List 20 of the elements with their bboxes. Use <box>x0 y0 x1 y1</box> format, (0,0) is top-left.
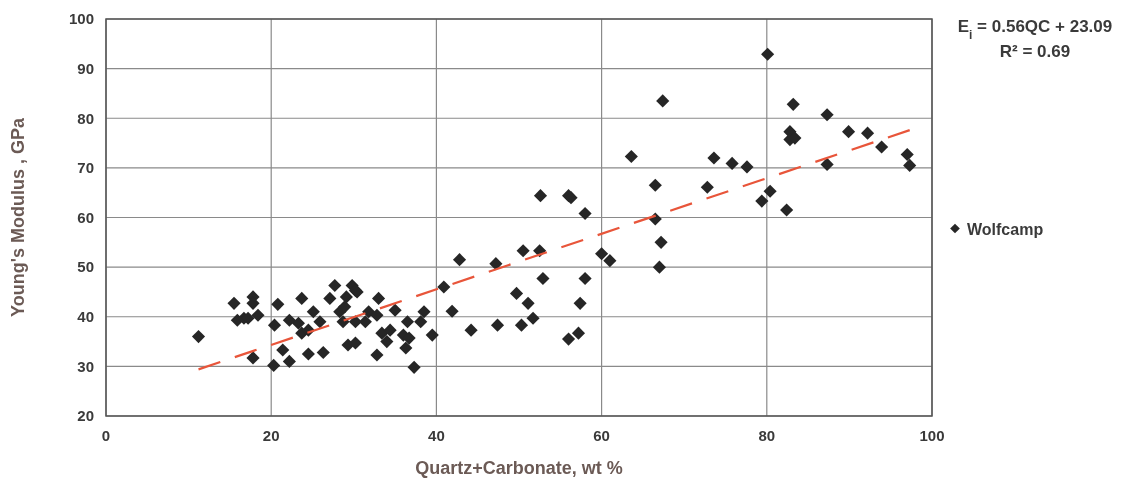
y-tick-label: 30 <box>77 357 94 375</box>
y-tick-label: 50 <box>77 258 94 276</box>
x-tick-label: 20 <box>262 427 280 444</box>
x-tick-label: 0 <box>101 427 111 444</box>
y-tick-label: 40 <box>77 308 94 325</box>
y-axis-title: Young's Modulus , GPa <box>8 117 28 317</box>
y-tick-label: 80 <box>77 109 94 127</box>
y-tick-label: 90 <box>77 59 94 77</box>
y-tick-label: 70 <box>77 159 94 177</box>
y-tick-label: 20 <box>77 407 94 425</box>
text: R² = 0.69 <box>999 42 1071 61</box>
y-tick-label: 60 <box>77 208 94 226</box>
x-axis-title: Quartz+Carbonate, wt % <box>415 458 623 478</box>
x-tick-label: 80 <box>758 427 776 444</box>
x-tick-label: 100 <box>919 427 945 444</box>
text: E$_{i}$ = 0.56QC + 23.09 <box>957 17 1113 42</box>
x-tick-label: 60 <box>593 427 610 444</box>
x-tick-label: 40 <box>428 427 445 444</box>
legend-label: Wolfcamp <box>967 220 1044 238</box>
y-tick-label: 100 <box>68 10 94 28</box>
